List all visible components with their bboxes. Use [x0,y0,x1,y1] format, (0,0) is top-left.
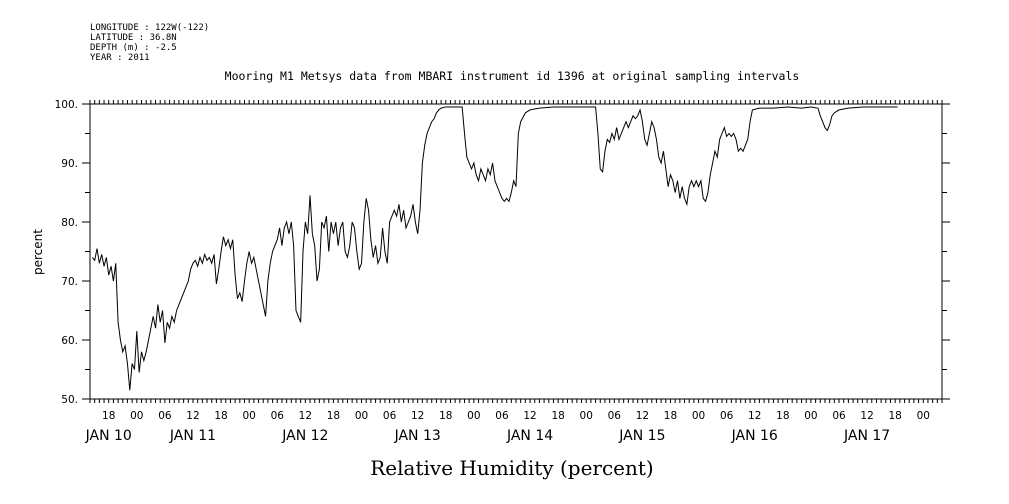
axis-ticks [82,100,950,403]
x-tick-label: 00 [692,410,705,422]
plot-frame [89,103,943,400]
y-tick-label: 100. [55,99,78,111]
x-tick-label: 06 [832,410,846,422]
x-tick-label: 00 [580,410,593,422]
x-tick-label: 12 [748,410,761,422]
x-tick-label: 12 [860,410,873,422]
x-tick-label: 00 [917,410,930,422]
x-tick-label: 12 [186,410,199,422]
x-day-label: JAN 11 [169,428,216,444]
x-day-label: JAN 17 [843,428,890,444]
y-tick-label: 50. [61,394,78,406]
x-tick-label: 00 [804,410,817,422]
y-tick-label: 70. [61,276,78,288]
series-line [91,106,898,391]
x-tick-label: 12 [299,410,312,422]
meta-latitude: LATITUDE : 36.8N [90,33,177,43]
x-tick-label: 18 [776,410,789,422]
x-tick-label: 18 [327,410,340,422]
x-tick-label: 12 [636,410,649,422]
x-tick-label: 18 [214,410,227,422]
x-tick-label: 06 [158,410,172,422]
chart-title: Mooring M1 Metsys data from MBARI instru… [225,69,800,83]
x-tick-label: 00 [467,410,480,422]
x-tick-label: 18 [664,410,677,422]
x-day-label: JAN 13 [394,428,441,444]
x-tick-label: 12 [523,410,536,422]
x-day-label: JAN 16 [731,428,778,444]
x-axis-title: Relative Humidity (percent) [370,456,653,480]
x-day-label: JAN 14 [506,428,553,444]
x-tick-label: 12 [411,410,424,422]
x-tick-label: 06 [720,410,734,422]
axis-labels: 50. 60. 70. 80. 90. 100. 18 00 06 12 18 00 06 12 18 00 0… [55,99,930,444]
meta-year: YEAR : 2011 [90,53,150,63]
x-day-label: JAN 15 [618,428,665,444]
x-tick-label: 06 [608,410,622,422]
y-tick-label: 80. [61,217,78,229]
x-tick-label: 00 [242,410,255,422]
x-tick-label: 06 [495,410,509,422]
x-tick-label: 06 [383,410,397,422]
y-axis-label: percent [31,229,45,275]
x-tick-label: 18 [102,410,115,422]
x-tick-label: 18 [888,410,901,422]
x-tick-label: 18 [439,410,452,422]
x-tick-label: 00 [355,410,368,422]
x-tick-label: 18 [551,410,564,422]
x-day-label: JAN 12 [281,428,328,444]
x-tick-label: 00 [130,410,143,422]
meta-depth: DEPTH (m) : -2.5 [90,43,177,53]
y-tick-label: 60. [61,335,78,347]
x-tick-label: 06 [271,410,285,422]
x-day-label: JAN 10 [85,428,132,444]
meta-longitude: LONGITUDE : 122W(-122) [90,23,209,33]
y-tick-label: 90. [61,158,78,170]
